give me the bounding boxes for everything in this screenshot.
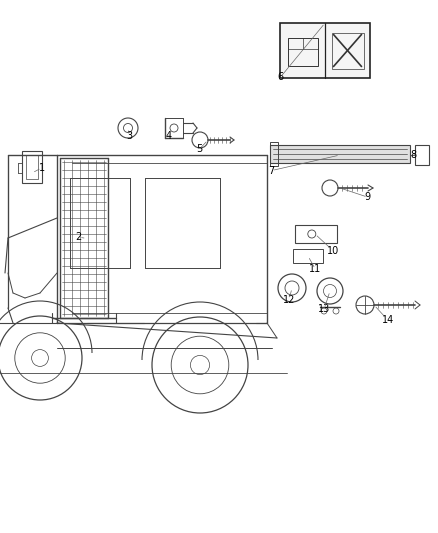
Text: 8: 8	[411, 150, 417, 159]
Bar	[295, 225, 337, 243]
Text: 6: 6	[277, 72, 283, 82]
Bar	[332, 33, 364, 69]
Bar	[22, 151, 42, 183]
Bar	[293, 249, 323, 263]
Bar	[270, 142, 278, 166]
Text: 3: 3	[126, 131, 132, 141]
Bar	[270, 145, 410, 163]
Text: 13: 13	[318, 304, 330, 314]
Text: 2: 2	[76, 232, 82, 242]
Bar	[415, 145, 429, 165]
Text: 4: 4	[166, 131, 172, 141]
Bar	[26, 155, 38, 179]
Bar	[288, 38, 318, 66]
Text: 5: 5	[196, 144, 202, 154]
Text: 10: 10	[327, 246, 339, 255]
Text: 9: 9	[365, 192, 371, 202]
Text: 1: 1	[39, 163, 45, 173]
Bar	[280, 23, 370, 78]
Text: 11: 11	[309, 264, 321, 274]
Text: 7: 7	[268, 166, 275, 175]
Text: 14: 14	[381, 315, 394, 325]
Text: 12: 12	[283, 295, 295, 304]
